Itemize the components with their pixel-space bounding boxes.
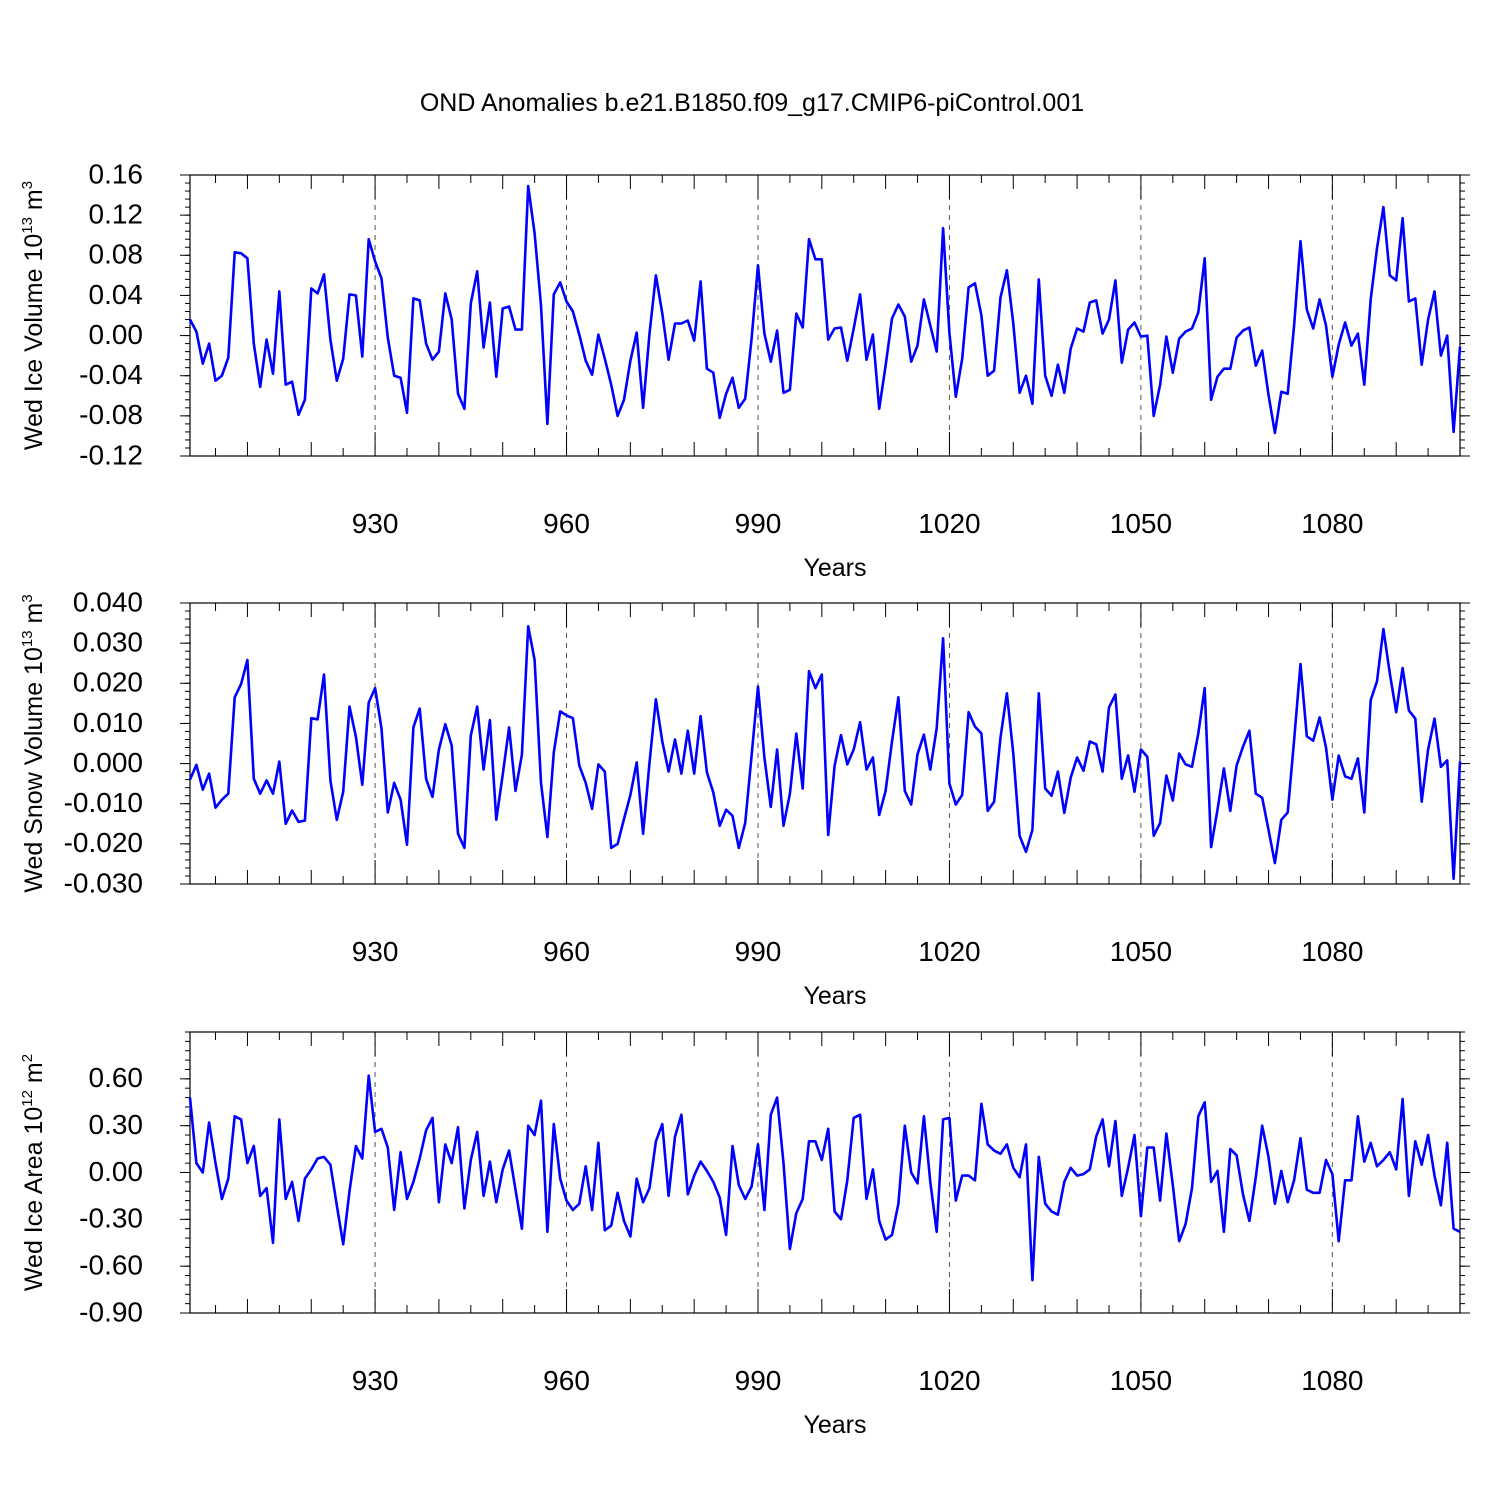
ice-area-panel: 930 960 990 1020 1050 1080 -0.90 -0.60 -0.30 0.00… bbox=[19, 1031, 1470, 1439]
x-tick-label: 960 bbox=[543, 1365, 590, 1396]
ice-volume-panel: 930 960 990 1020 1050 1080 -0.12 -0.08 -0.04 0.00… bbox=[19, 158, 1470, 582]
y-axis-title: Wed Snow Volume 1013 m3 bbox=[19, 594, 48, 892]
y-tick-label: 0.60 bbox=[89, 1062, 144, 1093]
series-line bbox=[188, 1074, 1461, 1282]
x-tick-label: 990 bbox=[735, 508, 782, 539]
x-tick-label: 990 bbox=[735, 1365, 782, 1396]
y-axis-title: Wed Ice Area 1012 m2 bbox=[19, 1054, 48, 1291]
y-tick-label: -0.030 bbox=[64, 867, 143, 898]
plot-frame bbox=[189, 602, 1461, 885]
y-tick-label: -0.90 bbox=[79, 1296, 143, 1327]
x-axis-title: Years bbox=[803, 982, 866, 1010]
series-line bbox=[188, 184, 1462, 435]
x-tick-label: 1020 bbox=[918, 936, 980, 967]
y-tick-label: -0.010 bbox=[64, 787, 143, 818]
y-axis-title: Wed Ice Volume 1013 m3 bbox=[19, 181, 48, 450]
y-tick-label: -0.04 bbox=[79, 359, 143, 390]
plot-frame bbox=[189, 174, 1461, 457]
y-tick-label: -0.60 bbox=[79, 1250, 143, 1281]
y-tick-label: 0.30 bbox=[89, 1109, 144, 1140]
x-tick-label: 1080 bbox=[1301, 508, 1363, 539]
y-tick-label: 0.16 bbox=[89, 158, 144, 189]
x-tick-label: 1050 bbox=[1110, 936, 1172, 967]
y-tick-label: 0.00 bbox=[89, 319, 144, 350]
x-tick-label: 930 bbox=[352, 936, 399, 967]
x-tick-label: 1080 bbox=[1301, 936, 1363, 967]
y-tick-label: -0.08 bbox=[79, 399, 143, 430]
y-tick-label: -0.020 bbox=[64, 827, 143, 858]
y-tick-label: -0.30 bbox=[79, 1203, 143, 1234]
x-tick-label: 990 bbox=[735, 936, 782, 967]
x-axis-title: Years bbox=[803, 554, 866, 582]
y-tick-label: 0.12 bbox=[89, 199, 144, 230]
x-tick-label: 930 bbox=[352, 1365, 399, 1396]
y-tick-label: 0.010 bbox=[73, 707, 143, 738]
y-tick-label: 0.020 bbox=[73, 667, 143, 698]
y-tick-label: 0.030 bbox=[73, 627, 143, 658]
y-tick-label: 0.040 bbox=[73, 586, 143, 617]
series-line bbox=[188, 624, 1462, 881]
x-tick-label: 1020 bbox=[918, 508, 980, 539]
x-tick-label: 930 bbox=[352, 508, 399, 539]
x-tick-label: 1080 bbox=[1301, 1365, 1363, 1396]
x-axis-title: Years bbox=[803, 1411, 866, 1439]
page-title: OND Anomalies b.e21.B1850.f09_g17.CMIP6-… bbox=[420, 89, 1084, 117]
x-tick-label: 1050 bbox=[1110, 508, 1172, 539]
x-tick-label: 960 bbox=[543, 936, 590, 967]
y-tick-label: 0.04 bbox=[89, 279, 144, 310]
y-tick-label: 0.00 bbox=[89, 1156, 144, 1187]
x-tick-label: 1050 bbox=[1110, 1365, 1172, 1396]
x-tick-label: 1020 bbox=[918, 1365, 980, 1396]
x-tick-label: 960 bbox=[543, 508, 590, 539]
y-tick-label: 0.000 bbox=[73, 747, 143, 778]
y-tick-label: -0.12 bbox=[79, 439, 143, 470]
y-tick-label: 0.08 bbox=[89, 239, 144, 270]
snow-volume-panel: 930 960 990 1020 1050 1080 -0.030 -0.020 -0.010 0… bbox=[19, 586, 1470, 1010]
